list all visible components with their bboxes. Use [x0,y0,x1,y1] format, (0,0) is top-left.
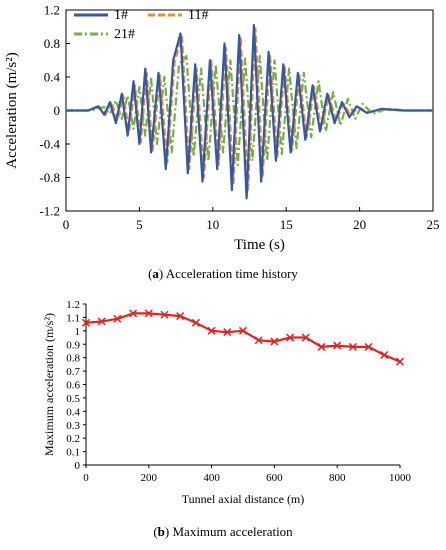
y-tick-label: 1.2 [44,3,60,18]
data-point-marker [254,336,263,345]
x-axis-label: Time (s) [234,237,285,253]
x-tick-label: 0 [83,472,89,484]
data-point-marker [380,350,389,360]
y-tick-label: 0.7 [66,366,80,378]
marker-stroke [191,318,200,327]
data-point-marker [191,318,200,327]
y-tick-label: 0.8 [44,36,60,51]
y-tick-label: -1.2 [39,204,60,219]
caption-b-text: Maximum acceleration [172,524,293,539]
y-tick-label: 0.3 [66,420,80,432]
marker-stroke [223,328,232,337]
marker-stroke [176,312,185,321]
marker-stroke [301,333,310,342]
x-axis-label: Tunnel axial distance (m) [182,492,305,506]
data-point-marker [364,342,373,351]
marker-stroke [348,342,357,351]
y-tick-label: 0.9 [66,339,80,351]
series-line-max-acceleration [85,312,401,363]
x-tick-label: 400 [203,472,220,484]
data-point-marker [176,312,185,321]
marker-stroke [144,309,153,318]
marker-stroke [81,318,91,327]
x-tick-label: 5 [136,217,143,232]
caption-b-label: b [157,524,165,539]
caption-a: (a) Acceleration time history [148,266,298,281]
y-tick-label: 0.2 [66,433,80,445]
data-point-marker [395,357,405,366]
y-tick-label: 0.6 [66,380,80,392]
x-tick-label: 25 [427,217,440,232]
series-line-21 [66,54,433,166]
marker-stroke [129,309,138,318]
caption-b: (b) Maximum acceleration [153,524,293,539]
marker-stroke [317,342,326,351]
marker-stroke [97,317,106,326]
data-point-marker [286,333,295,342]
data-point-marker [238,326,248,335]
y-tick-label: 1.2 [66,299,80,311]
data-point-marker [223,328,232,337]
acceleration-time-history-chart: 0 5 10 15 20 25 -1.2 -0.8 -0.4 0 0.4 0.8 1.2 Time (s)… [4,3,440,254]
legend-label: 21# [114,27,135,42]
caption-a-text: Acceleration time history [165,266,298,281]
maximum-acceleration-chart: 0 200 400 600 800 100000.10.20.30.40.50.60.70… [42,299,412,506]
series-line-1 [66,24,433,200]
y-tick-label: 1 [75,326,81,338]
y-tick-label: 0.4 [44,70,61,85]
marker-stroke [270,337,279,346]
data-point-marker [333,341,342,350]
marker-stroke [160,310,169,319]
data-point-marker [113,314,122,323]
data-point-marker [160,310,169,319]
x-tick-label: 800 [329,472,346,484]
x-tick-label: 20 [353,217,366,232]
data-point-marker [301,333,310,342]
y-tick-label: -0.4 [39,137,60,152]
marker-stroke [207,326,216,335]
series-line-11 [66,27,433,192]
x-tick-label: 0 [63,217,70,232]
marker-stroke [286,333,295,342]
data-point-marker [207,326,216,335]
y-tick-label: -0.8 [39,170,60,185]
y-tick-label: 0 [54,103,61,118]
data-point-marker [270,337,279,346]
data-point-marker [144,309,153,318]
y-tick-label: 1.1 [66,312,80,324]
data-point-marker [81,318,91,327]
marker-stroke [238,326,248,335]
y-axis-label: Acceleration (m/s²) [4,52,20,169]
data-point-marker [317,342,326,351]
y-tick-label: 0.5 [66,393,80,405]
y-tick-label: 0.4 [66,406,80,418]
x-tick-label: 10 [206,217,219,232]
marker-stroke [254,336,263,345]
data-point-marker [348,342,357,351]
caption-a-label: a [152,266,159,281]
y-tick-label: 0.1 [66,447,80,459]
marker-stroke [333,341,342,350]
data-point-marker [97,317,106,326]
x-tick-label: 200 [141,472,158,484]
marker-stroke [380,350,389,360]
x-tick-label: 1000 [389,472,412,484]
x-tick-label: 15 [280,217,293,232]
y-tick-label: 0.8 [66,353,80,365]
data-point-marker [129,309,138,318]
legend-label: 11# [188,8,208,23]
y-axis-label: Maximum acceleration (m/s²) [42,313,56,456]
y-tick-label: 0 [75,460,81,472]
marker-stroke [364,342,373,351]
marker-stroke [113,314,122,323]
legend-label: 1# [114,8,128,23]
marker-stroke [395,357,405,366]
x-tick-label: 600 [266,472,283,484]
